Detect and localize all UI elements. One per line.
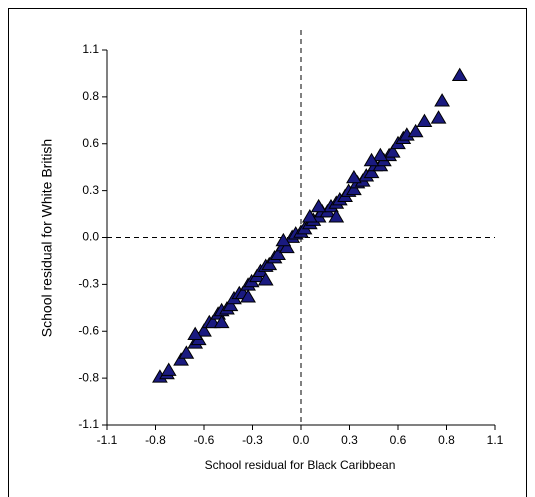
point: [372, 147, 389, 162]
y-tick-label: -0.8: [78, 370, 99, 384]
point: [328, 209, 345, 223]
point: [363, 164, 380, 179]
point: [196, 323, 212, 337]
y-tick-label: 1.1: [82, 42, 99, 56]
point: [430, 110, 447, 124]
y-axis-label: School residual for White British: [39, 139, 55, 337]
x-tick-label: -0.6: [194, 433, 215, 447]
point: [160, 362, 177, 376]
y-tick-label: 0.8: [82, 89, 99, 103]
x-tick-label: -0.3: [242, 433, 263, 447]
x-tick-label: 0.6: [390, 433, 407, 447]
y-tick-label: 0.6: [82, 136, 99, 150]
y-tick-label: -0.3: [78, 277, 99, 291]
point: [270, 246, 286, 260]
x-tick-label: 0.3: [341, 433, 358, 447]
point: [187, 326, 204, 341]
point: [261, 256, 278, 271]
point: [240, 289, 256, 303]
point: [384, 144, 401, 158]
point: [301, 209, 318, 223]
y-tick-label: -1.1: [78, 417, 99, 431]
y-tick-label: 0.3: [82, 183, 99, 197]
x-tick-label: -1.1: [97, 433, 118, 447]
point: [310, 198, 327, 213]
point: [346, 169, 362, 184]
point: [407, 123, 424, 138]
y-tick-label: -0.6: [78, 323, 99, 337]
y-tick-label: 0.0: [82, 230, 99, 244]
point: [257, 272, 274, 286]
x-tick-label: 1.1: [487, 433, 504, 447]
point: [178, 345, 195, 359]
point: [213, 314, 230, 329]
point: [434, 93, 450, 107]
point: [222, 297, 239, 312]
point: [363, 152, 380, 167]
x-axis-label: School residual for Black Caribbean: [205, 458, 396, 472]
point: [279, 239, 295, 254]
point: [346, 181, 362, 196]
point: [173, 352, 189, 366]
point: [275, 232, 292, 247]
frame: [8, 8, 527, 497]
x-tick-label: 0.8: [438, 433, 455, 447]
point: [451, 67, 468, 81]
point: [416, 113, 433, 127]
x-tick-label: -0.8: [145, 433, 166, 447]
x-tick-label: 0.0: [293, 433, 310, 447]
